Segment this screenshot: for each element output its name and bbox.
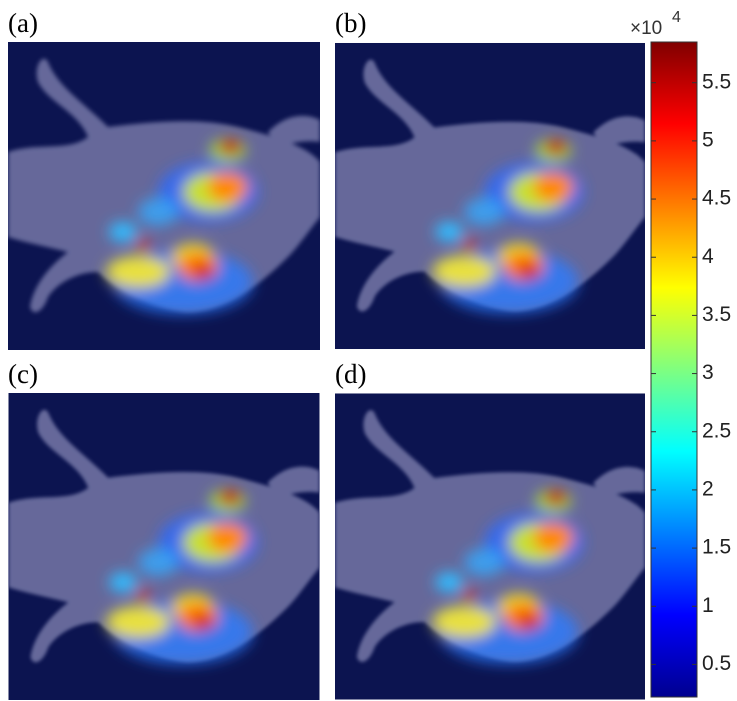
colorbar [650, 41, 698, 698]
tick-label: 2 [702, 477, 714, 500]
tick-label: 0.5 [702, 652, 731, 675]
tick-label: 2.5 [702, 419, 731, 442]
tick-label: 3.5 [702, 303, 731, 326]
tick-label: 5.5 [702, 70, 731, 93]
panel-label: (a) [8, 8, 38, 38]
tick-label: 4 [702, 245, 714, 268]
tick-label: 5 [702, 128, 714, 151]
colorbar-exponent: 4 [672, 9, 681, 26]
panel-label: (d) [335, 359, 366, 389]
tick-label: 3 [702, 361, 714, 384]
panel-label: (b) [335, 8, 366, 38]
panel-label: (c) [8, 359, 38, 389]
tick-label: 1 [702, 594, 714, 617]
tick-label: 4.5 [702, 187, 731, 210]
tick-label: 1.5 [702, 536, 731, 559]
colorbar-multiplier: ×10 [630, 18, 662, 39]
